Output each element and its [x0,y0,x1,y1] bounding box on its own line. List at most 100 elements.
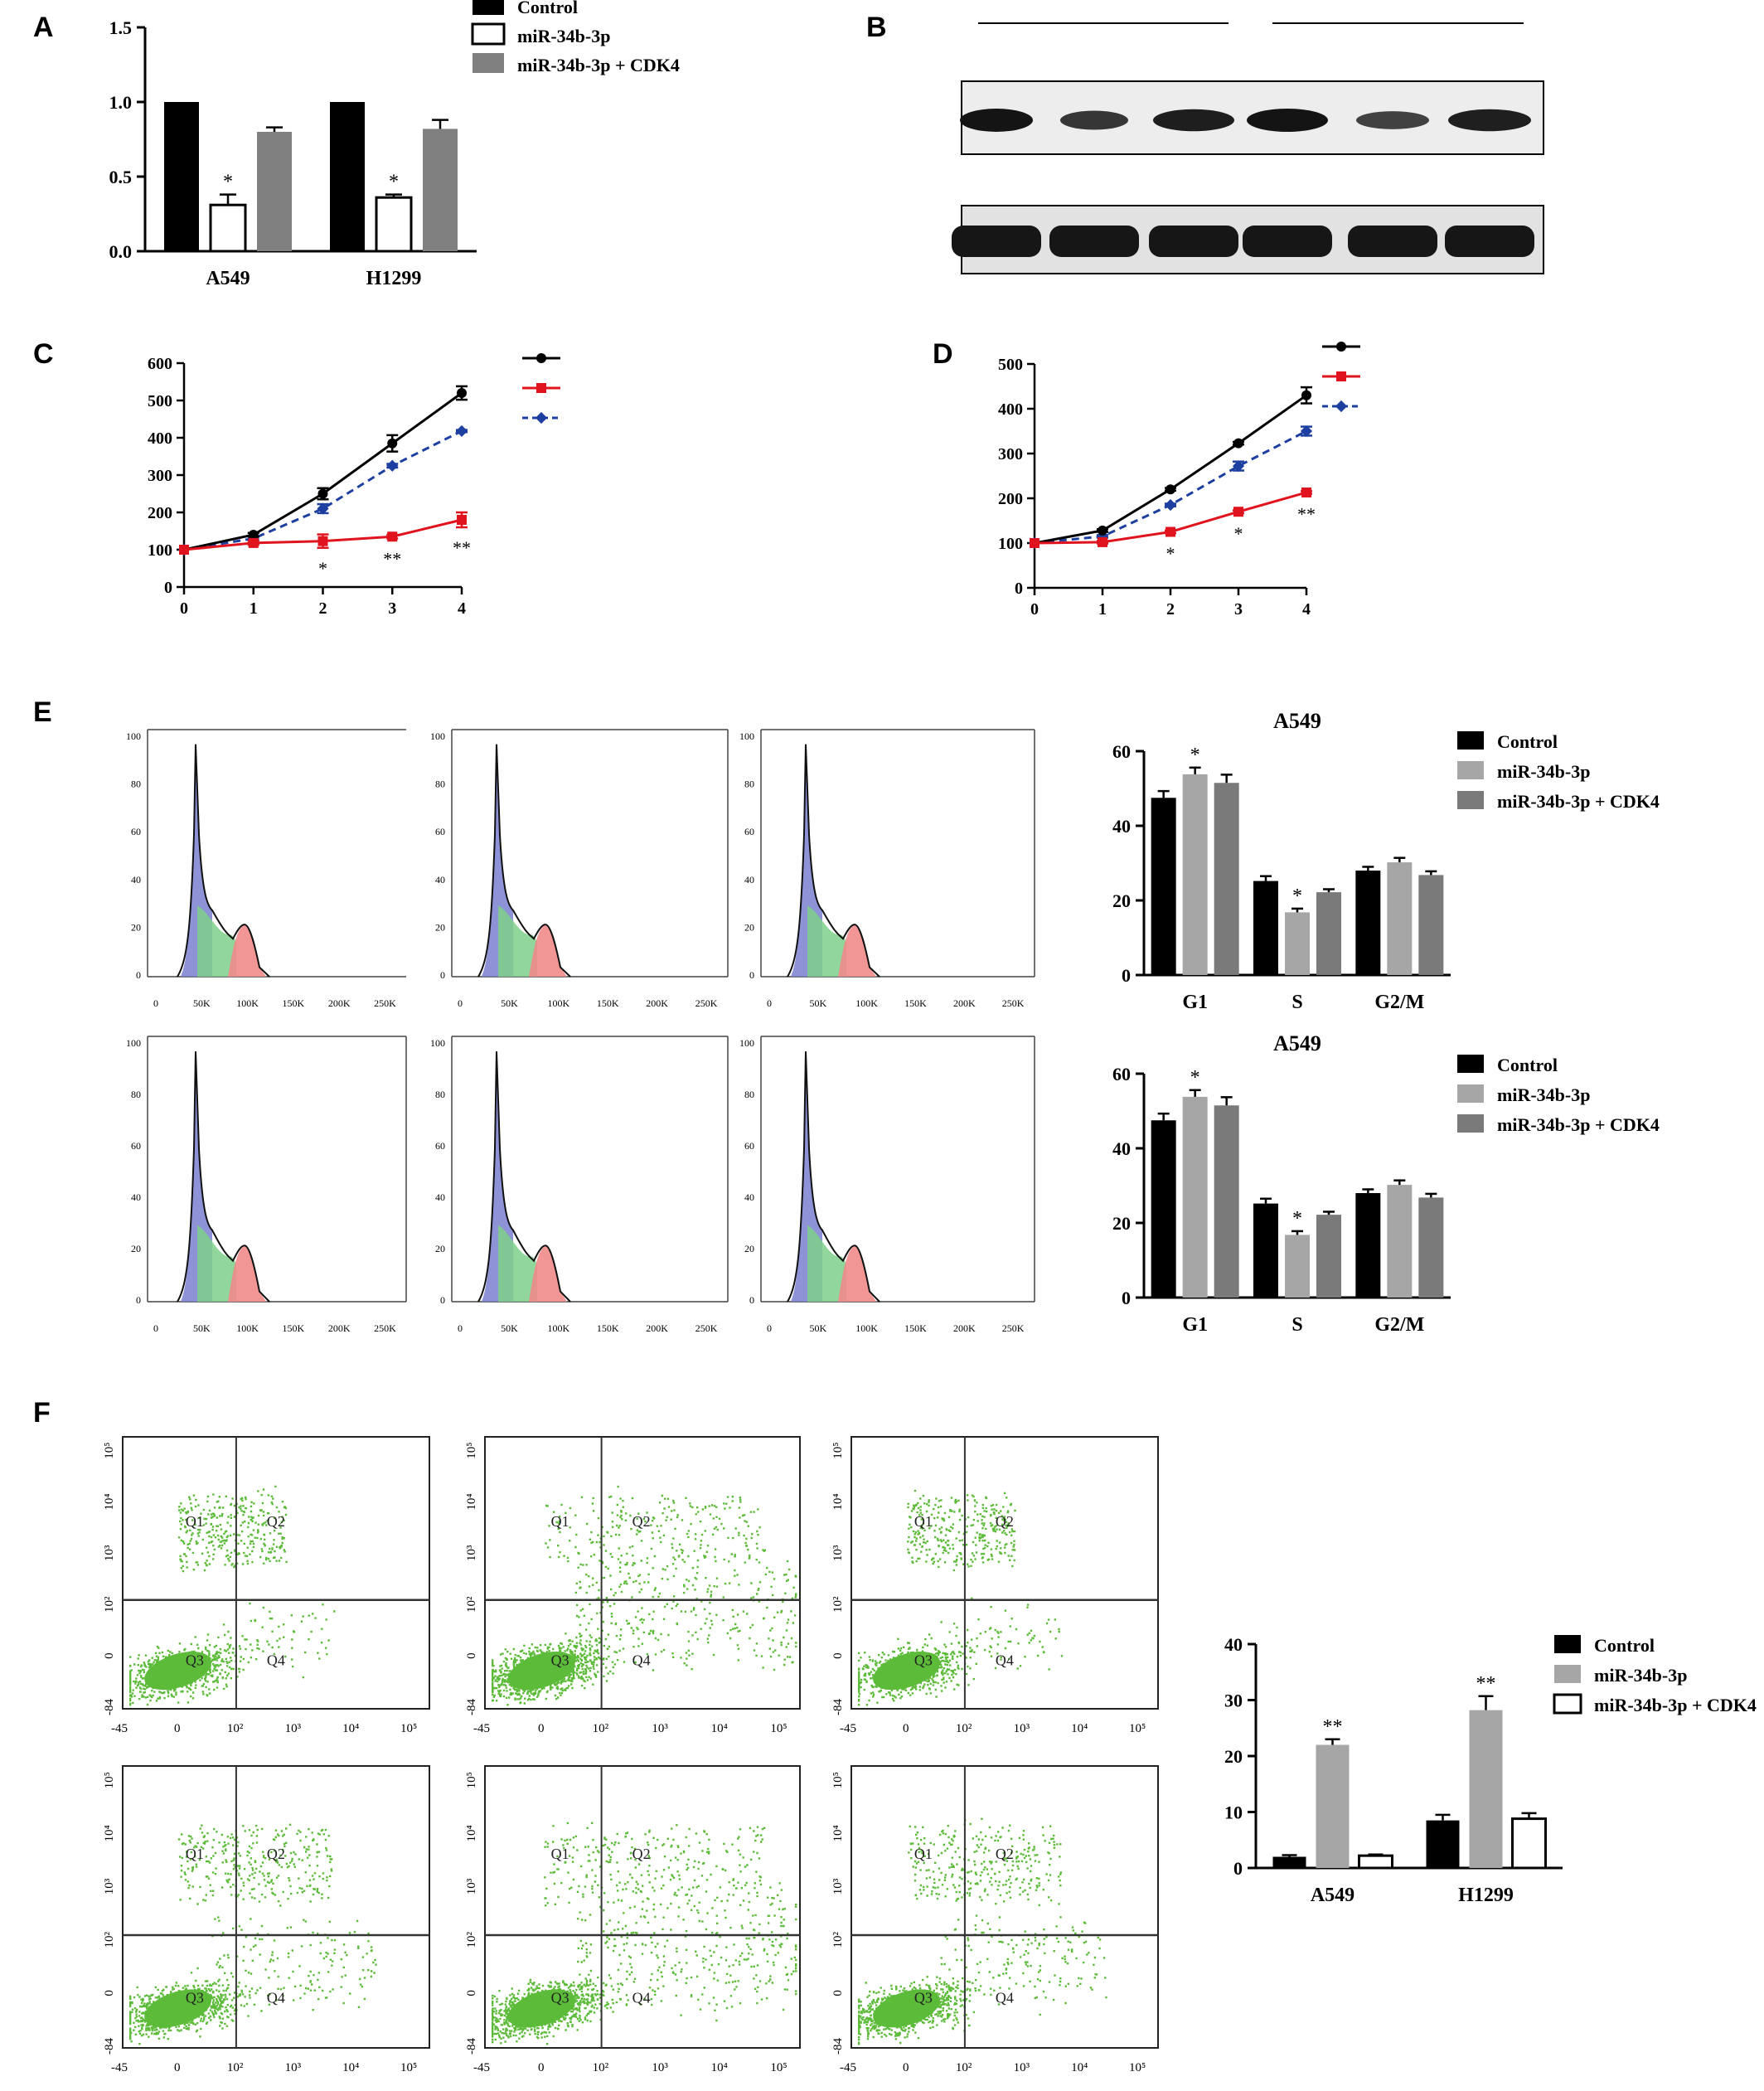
bar-g1-1 [1182,774,1208,975]
point-mir [179,545,189,555]
point-control [317,488,328,499]
y-tick-label: 0.0 [109,241,133,262]
legend-swatch [1554,1665,1581,1683]
legend-marker [536,383,546,393]
y-tick-label: 0 [1015,580,1023,598]
quadrant-name: Q2 [996,1846,1014,1862]
western-blot-b [952,22,1544,274]
dense-population [144,1989,212,2028]
scatter-y-tick: 10³ [103,1545,116,1561]
scatter-x-tick: 10³ [652,1722,668,1735]
scatter-x-tick: 10³ [285,1722,302,1735]
hist-y-tick: 60 [744,1140,754,1152]
scatter-x-tick: 10⁵ [1129,2061,1146,2074]
quadrant-name: Q4 [632,1652,651,1669]
legend-swatch [1457,731,1484,750]
scatter-x-tick: 10² [593,2061,609,2074]
hist-y-tick: 40 [744,874,754,885]
y-tick-label: 40 [1224,1634,1243,1655]
panel-label-c: C [33,338,54,370]
scatter-x-tick: 10² [956,1722,972,1735]
legend-label: Control [1497,731,1558,752]
bar-s-1 [1285,912,1310,975]
legend-swatch [1457,1055,1484,1073]
x-tick-label: 1 [250,599,258,618]
x-tick-label: 2 [1166,600,1175,619]
hist-x-tick: 250K [1002,1322,1025,1334]
scatter-x-tick: 10⁴ [711,1722,728,1735]
x-tick-label: 3 [388,599,396,618]
quadrant-name: Q2 [632,1846,651,1862]
hist-x-tick: 0 [767,997,772,1009]
scatter-x-tick: -45 [473,2061,490,2074]
hist-x-tick: 50K [193,1322,211,1334]
y-tick-label: 20 [1224,1746,1243,1767]
bar-g2m-1 [1387,1185,1413,1298]
scatter-y-tick: 10⁵ [831,1442,845,1458]
legend-swatch [1554,1635,1581,1653]
hist-y-tick: 20 [131,921,141,933]
y-tick-label: 0 [164,579,172,597]
hist-x-tick: 250K [374,1322,396,1334]
y-tick-label: 200 [998,490,1023,508]
quadrant-name: Q3 [914,1990,933,2006]
y-tick-label: 0 [1122,965,1131,986]
y-tick-label: 1.0 [109,92,133,113]
hist-x-tick: 0 [153,997,158,1009]
x-tick-label: 4 [458,599,466,618]
quadrant-name: Q3 [186,1990,204,2006]
scatter-x-tick: 10⁴ [1071,1722,1088,1735]
x-tick-label: A549 [206,268,250,289]
scatter-y-tick: 10⁴ [831,1825,845,1841]
hist-x-tick: 100K [855,1322,878,1334]
scatter-y-tick: 10³ [831,1545,845,1561]
scatter-y-tick: 10² [103,1931,116,1948]
y-tick-label: 20 [1112,890,1131,911]
hist-outline [477,1051,571,1303]
y-tick-label: 10 [1224,1802,1243,1823]
point-control [457,388,467,398]
hist-x-tick: 200K [953,1322,976,1334]
hist-y-tick: 60 [744,826,754,837]
legend-swatch [1457,1114,1484,1133]
bar-s-2 [1316,1215,1341,1298]
legend-marker [536,353,546,363]
bar-g1-0 [1151,798,1176,975]
sig-marker: * [1166,543,1175,564]
chart-title: A549 [1273,1031,1321,1055]
hist-outline [177,744,270,978]
scatter-events [129,1823,377,2045]
hist-x-tick: 150K [597,997,619,1009]
g2-peak [838,1245,876,1302]
bar-h1299-1 [1469,1710,1503,1868]
hist-y-tick: 20 [744,921,754,933]
band-actin [1243,226,1332,257]
hist-y-tick: 0 [440,1294,445,1306]
bar-g1-1 [1182,1096,1208,1298]
point-mir-cdk4 [455,425,468,437]
quadrant-name: Q1 [551,1513,569,1530]
point-mir-cdk4 [1164,499,1177,512]
x-tick-label: G2/M [1374,992,1424,1013]
hist-x-tick: 150K [904,997,927,1009]
panel-label-e: E [33,696,52,728]
scatter-y-tick: 10³ [831,1878,845,1895]
hist-y-tick: 100 [430,730,445,742]
hist-x-tick: 200K [328,1322,351,1334]
quadrant-name: Q1 [186,1513,204,1530]
bar-g2m-2 [1418,1197,1444,1298]
point-control [387,438,398,449]
sig-marker: ** [1323,1716,1343,1738]
flow-scatter-f: Q1 Q2 Q3 Q4 -45 0 10² 10³ 10⁴ 10⁵ -84 0 10² 10³ 10⁴ 10⁵… [103,1436,1159,2074]
legend-swatch [1553,1693,1582,1715]
scatter-x-tick: 10⁵ [770,2061,787,2074]
legend-swatch [1457,1084,1484,1103]
scatter-y-tick: 0 [103,1652,116,1659]
y-tick-label: 400 [998,400,1023,419]
scatter-x-tick: 0 [174,2061,181,2074]
y-tick-label: 100 [998,535,1023,553]
point-mir [248,537,259,548]
point-control [1098,525,1107,536]
chart-f-apoptosis-rate: 0 10 20 30 40 ** A549 ** H1299 Control miR-34b-3p m… [1224,1634,1757,1906]
hist-x-tick: 250K [695,1322,718,1334]
